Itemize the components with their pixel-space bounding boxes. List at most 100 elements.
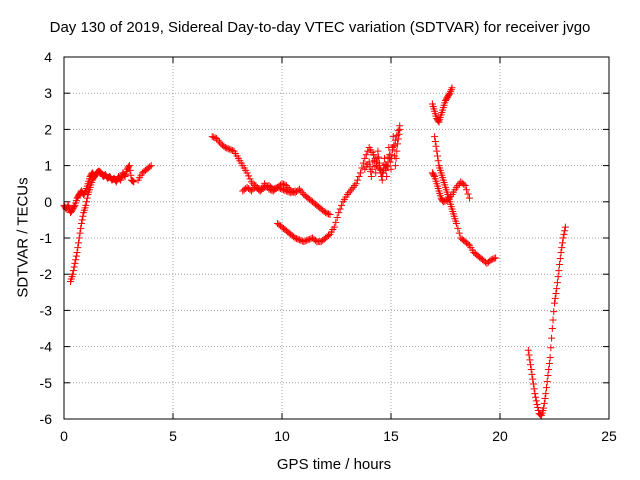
data-point-marker [445, 90, 453, 98]
y-tick-label: -5 [40, 375, 53, 391]
data-point-marker [527, 366, 535, 374]
data-point-marker [120, 171, 128, 179]
data-point-marker [112, 178, 120, 186]
data-point-marker [554, 273, 562, 281]
data-point-marker [489, 255, 497, 263]
data-point-marker [323, 209, 331, 217]
data-point-marker [452, 220, 460, 228]
data-point-marker [93, 169, 101, 177]
data-point-marker [532, 393, 540, 401]
plot-frame [63, 56, 610, 420]
data-point-marker [486, 257, 494, 265]
data-point-marker [216, 138, 224, 146]
data-point-marker [295, 185, 303, 193]
data-point-marker [220, 142, 228, 150]
data-point-marker [465, 194, 473, 202]
data-point-marker [336, 205, 344, 213]
data-point-marker [229, 147, 237, 155]
data-point-marker [394, 140, 402, 148]
data-point-marker [293, 235, 301, 243]
data-point-marker [247, 187, 255, 195]
data-point-marker [445, 194, 453, 202]
data-point-marker [147, 162, 155, 170]
data-point-marker [544, 372, 552, 380]
data-point-marker [374, 147, 382, 155]
data-point-marker [326, 210, 334, 218]
y-tick-label: 3 [44, 85, 52, 101]
data-point-marker [262, 182, 270, 190]
data-point-marker [558, 244, 566, 252]
data-point-marker [542, 390, 550, 398]
data-point-marker [463, 186, 471, 194]
data-point-marker [83, 194, 91, 202]
data-point-marker [550, 308, 558, 316]
data-point-marker [246, 186, 254, 194]
data-point-marker [559, 234, 567, 242]
y-tick-label: 0 [44, 194, 52, 210]
x-tick-label: 10 [274, 428, 290, 444]
data-point-marker [487, 256, 495, 264]
data-point-marker [434, 117, 442, 125]
series-track-e [239, 180, 299, 197]
data-point-marker [461, 182, 469, 190]
data-point-marker [555, 267, 563, 275]
data-point-marker [490, 255, 498, 263]
data-point-marker [274, 183, 282, 191]
data-point-marker [275, 184, 283, 192]
data-point-marker [346, 187, 354, 195]
data-point-marker [69, 267, 77, 275]
data-point-marker [348, 185, 356, 193]
data-point-marker [526, 356, 534, 364]
data-point-marker [290, 188, 298, 196]
data-point-marker [311, 236, 319, 244]
data-point-marker [298, 189, 306, 197]
data-point-marker [375, 159, 383, 167]
data-point-marker [387, 165, 395, 173]
data-point-marker [557, 248, 565, 256]
data-point-marker [243, 169, 251, 177]
data-point-marker [545, 359, 553, 367]
data-point-marker [64, 203, 72, 211]
data-point-marker [371, 163, 379, 171]
data-point-marker [441, 197, 449, 205]
data-point-marker [71, 259, 79, 267]
data-point-marker [558, 239, 566, 247]
data-point-marker [281, 186, 289, 194]
data-point-marker [69, 270, 77, 278]
data-point-marker [529, 375, 537, 383]
data-point-marker [255, 185, 263, 193]
data-point-marker [278, 185, 286, 193]
x-tick-label: 20 [492, 428, 508, 444]
data-point-marker [547, 344, 555, 352]
data-point-marker [226, 145, 234, 153]
data-point-marker [394, 135, 402, 143]
data-point-marker [386, 158, 394, 166]
data-point-marker [430, 171, 438, 179]
series-track-g [361, 125, 404, 184]
data-point-marker [210, 133, 218, 141]
data-point-marker [77, 224, 85, 232]
data-point-marker [531, 390, 539, 398]
data-point-marker [394, 127, 402, 135]
data-point-marker [382, 166, 390, 174]
data-point-marker [352, 180, 360, 188]
data-point-marker [268, 186, 276, 194]
data-point-marker [325, 210, 333, 218]
data-point-marker [338, 201, 346, 209]
series-track-h [428, 84, 456, 126]
data-point-marker [304, 236, 312, 244]
data-point-marker [75, 239, 83, 247]
data-point-marker [447, 192, 455, 200]
data-point-marker [431, 137, 439, 145]
data-point-marker [540, 399, 548, 407]
data-point-marker [532, 397, 540, 405]
data-point-marker [332, 218, 340, 226]
y-tick-label: -6 [40, 411, 53, 427]
data-point-marker [383, 172, 391, 180]
data-point-marker [72, 256, 80, 264]
chart-title: Day 130 of 2019, Sidereal Day-to-day VTE… [49, 19, 591, 36]
data-point-marker [432, 142, 440, 150]
data-point-marker [447, 86, 455, 94]
data-point-marker [74, 244, 82, 252]
